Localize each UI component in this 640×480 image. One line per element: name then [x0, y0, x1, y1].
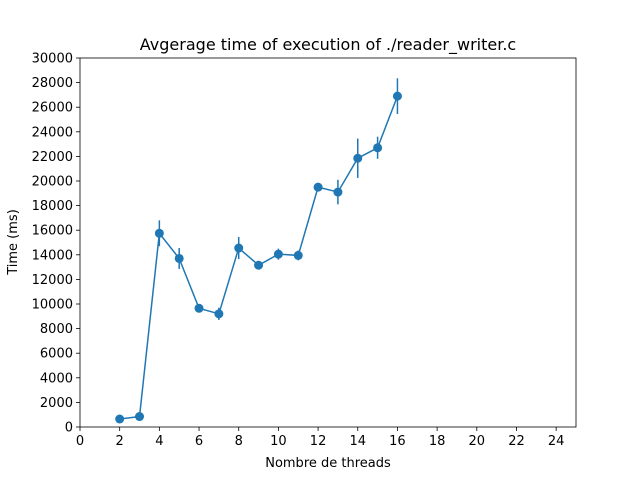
- x-tick-label: 22: [508, 434, 525, 449]
- x-tick-label: 2: [116, 434, 124, 449]
- y-tick-label: 14000: [32, 248, 73, 263]
- x-tick-label: 0: [76, 434, 84, 449]
- axes-frame: [79, 57, 577, 428]
- y-tick-label: 0: [65, 421, 73, 436]
- x-tick-label: 8: [235, 434, 243, 449]
- y-tick-label: 26000: [32, 101, 73, 116]
- data-point: [392, 91, 402, 101]
- x-tick-label: 10: [270, 434, 287, 449]
- chart-title: Avgerage time of execution of ./reader_w…: [140, 35, 516, 55]
- y-tick-label: 4000: [40, 371, 73, 386]
- data-point: [353, 153, 363, 163]
- data-point: [115, 414, 125, 424]
- y-tick-label: 30000: [32, 52, 73, 67]
- x-tick-label: 16: [389, 434, 406, 449]
- data-point: [214, 309, 224, 319]
- x-tick-label: 12: [310, 434, 327, 449]
- y-axis-label: Time (ms): [6, 209, 21, 276]
- data-point: [135, 412, 145, 422]
- y-tick-label: 22000: [32, 150, 73, 165]
- y-tick-label: 16000: [32, 224, 73, 239]
- y-tick-label: 24000: [32, 125, 73, 140]
- y-tick-label: 20000: [32, 175, 73, 190]
- data-point: [234, 243, 244, 253]
- x-tick-label: 6: [195, 434, 203, 449]
- y-tick-label: 12000: [32, 273, 73, 288]
- data-point: [194, 303, 204, 313]
- x-tick-label: 4: [155, 434, 163, 449]
- data-point: [373, 143, 383, 153]
- y-tick-label: 28000: [32, 76, 73, 91]
- plot-area: 0 2 4 6 8 10 12 14 16 18 20 22 240200040006000800010…: [32, 52, 577, 449]
- y-tick-label: 8000: [40, 322, 73, 337]
- y-tick-label: 6000: [40, 347, 73, 362]
- data-point: [273, 249, 283, 259]
- y-tick-label: 10000: [32, 298, 73, 313]
- y-tick-label: 18000: [32, 199, 73, 214]
- data-point: [254, 260, 264, 270]
- data-point: [174, 253, 184, 263]
- data-point: [333, 187, 343, 197]
- data-point: [154, 228, 164, 238]
- x-tick-label: 18: [429, 434, 446, 449]
- x-tick-label: 20: [469, 434, 486, 449]
- x-axis-label: Nombre de threads: [265, 456, 391, 471]
- data-point: [293, 250, 303, 260]
- data-point: [313, 182, 323, 192]
- y-tick-label: 2000: [40, 396, 73, 411]
- x-tick-label: 24: [548, 434, 565, 449]
- x-tick-label: 14: [349, 434, 366, 449]
